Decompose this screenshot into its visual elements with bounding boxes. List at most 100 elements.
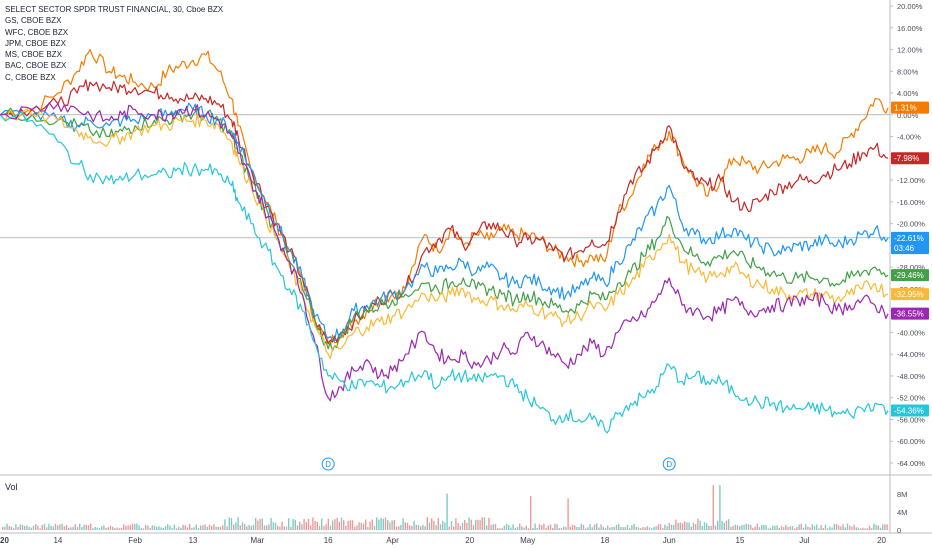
volume-bar (202, 525, 204, 530)
volume-bar (327, 518, 329, 530)
volume-bar (272, 522, 274, 530)
legend-main-symbol[interactable]: SELECT SECTOR SPDR TRUST FINANCIAL, 30, … (5, 5, 224, 14)
volume-bar (745, 523, 747, 530)
volume-bar (609, 527, 611, 530)
volume-bar (120, 527, 123, 530)
volume-bar (607, 525, 609, 530)
volume-bar (318, 525, 321, 530)
volume-bar (94, 526, 96, 530)
volume-bar (439, 524, 442, 530)
volume-bar (325, 524, 327, 530)
volume-bar (668, 522, 670, 530)
volume-bar (864, 528, 866, 530)
volume-bar (461, 522, 464, 530)
volume-bar (362, 523, 365, 530)
volume-bar (340, 517, 343, 530)
volume-bar (442, 520, 444, 530)
volume-bar (285, 526, 288, 530)
volume-bar (464, 519, 466, 530)
volume-bar (600, 524, 602, 530)
volume-bar (48, 523, 50, 530)
volume-bar (701, 526, 703, 530)
volume-bar (367, 526, 369, 530)
volume-bar (470, 519, 472, 530)
y-tick-label: -4.00% (897, 133, 921, 142)
volume-bar (125, 525, 127, 530)
volume-bar (17, 526, 19, 530)
volume-bar (261, 518, 263, 530)
y-tick-label: 0.00% (897, 111, 919, 120)
volume-bar (30, 527, 32, 530)
dividend-marker[interactable] (321, 457, 335, 471)
volume-bar (835, 524, 838, 530)
volume-bar (791, 525, 794, 530)
time-tick-label: 14 (53, 536, 62, 545)
volume-bar (228, 517, 230, 530)
volume-bar (494, 524, 497, 530)
volume-bar (420, 526, 422, 530)
volume-bar (637, 527, 640, 530)
volume-bar (457, 522, 459, 530)
volume-bar (730, 526, 732, 530)
legend-jpm[interactable]: JPM, CBOE BZX (5, 38, 66, 48)
volume-bar (648, 527, 651, 530)
dividend-marker[interactable] (662, 457, 676, 471)
volume-bar (288, 518, 290, 530)
volume-bar (556, 524, 558, 530)
price-axis[interactable]: 20.00% 16.00% 12.00% 8.00% 4.00% 0.00% -4.00% -… (890, 2, 925, 535)
volume-bar (822, 528, 824, 530)
volume-bar (571, 524, 574, 530)
y-tick-label: 4.00% (897, 89, 919, 98)
volume-bar (679, 522, 681, 530)
volume-bar (560, 527, 563, 530)
time-tick-label: 2020 (0, 536, 9, 545)
volume-bar (732, 525, 734, 530)
volume-bar (277, 525, 279, 530)
volume-bar (371, 519, 373, 530)
volume-bar (413, 520, 415, 530)
volume-bar (222, 525, 224, 530)
last-value-tag (891, 231, 929, 244)
legend-ms[interactable]: MS, CBOE BZX (5, 50, 62, 60)
volume-bar (448, 526, 450, 530)
volume-bar (631, 525, 633, 530)
volume-bar (455, 518, 457, 530)
price-grid (0, 0, 932, 534)
time-tick-label: 15 (736, 536, 745, 545)
volume-bar (675, 519, 677, 530)
volume-bar (142, 528, 145, 530)
volume-bar (140, 527, 142, 530)
volume-bar (10, 526, 13, 530)
volume-bar (816, 524, 818, 530)
volume-bar (527, 528, 530, 530)
volume-bar (778, 527, 780, 530)
y-tick-label: -48.00% (897, 372, 925, 381)
volume-bar (292, 518, 294, 530)
legend-wfc[interactable]: WFC, CBOE BZX (5, 27, 69, 37)
legend-c[interactable]: C, CBOE BZX (5, 72, 56, 82)
volume-bar (79, 523, 81, 530)
volume-bar (818, 528, 820, 530)
volume-bar (246, 526, 248, 530)
legend-gs[interactable]: GS, CBOE BZX (5, 16, 62, 26)
volume-bar (805, 524, 807, 530)
volume-bars (2, 485, 888, 530)
legend-bac[interactable]: BAC, CBOE BZX (5, 61, 67, 71)
volume-bar (50, 525, 52, 530)
volume-bar (402, 518, 404, 530)
volume-bar (283, 526, 285, 530)
volume-bar (743, 524, 745, 530)
volume-bar (521, 526, 523, 530)
time-axis[interactable]: 2020 14 Feb 13 Mar 16 Apr 20 May 18 Jun 15 Jul 20 (0, 536, 887, 545)
volume-bar (871, 528, 873, 530)
volume-bar (591, 527, 593, 530)
volume-bar (15, 524, 17, 530)
volume-bar (321, 518, 323, 530)
time-tick-label: 18 (600, 536, 609, 545)
y-tick-label: -40.00% (897, 328, 925, 337)
volume-bar (811, 524, 813, 530)
volume-label[interactable]: Vol (5, 482, 18, 492)
volume-bar (530, 496, 532, 530)
